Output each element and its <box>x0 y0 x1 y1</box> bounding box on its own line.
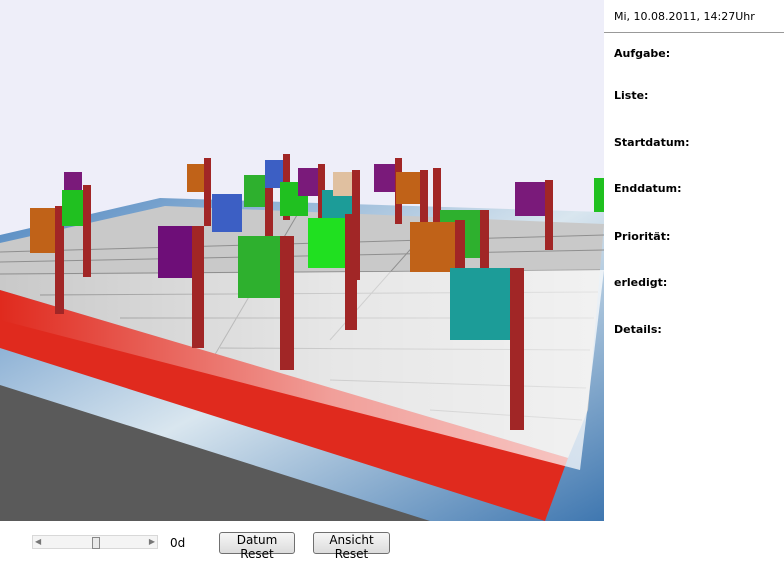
date-slider[interactable]: ◀ ▶ <box>32 535 158 549</box>
slider-thumb[interactable] <box>92 537 100 549</box>
field-label: Startdatum: <box>614 136 690 149</box>
datetime: Mi, 10.08.2011, 14:27Uhr <box>614 10 755 23</box>
field-label: Details: <box>614 323 662 336</box>
details-panel: Mi, 10.08.2011, 14:27Uhr Aufgabe: Liste:… <box>604 0 784 521</box>
arrow-right[interactable]: ▶ <box>148 537 155 546</box>
field-label: Aufgabe: <box>614 47 671 60</box>
3d-view[interactable] <box>0 0 604 521</box>
task-flags <box>30 154 604 430</box>
board-side <box>0 385 430 521</box>
view-reset-button[interactable]: Ansicht Reset <box>313 532 390 561</box>
separator <box>604 32 784 33</box>
arrow-left[interactable]: ◀ <box>35 537 42 546</box>
field-label: Priorität: <box>614 230 671 243</box>
toolbar: ◀ ▶ 0d Datum Reset Ansicht Reset <box>0 521 784 562</box>
slider-value: 0d <box>170 536 186 550</box>
field-label: erledigt: <box>614 276 668 289</box>
field-label: Liste: <box>614 89 649 102</box>
date-reset-button[interactable]: Datum Reset <box>219 532 295 561</box>
field-label: Enddatum: <box>614 182 682 195</box>
